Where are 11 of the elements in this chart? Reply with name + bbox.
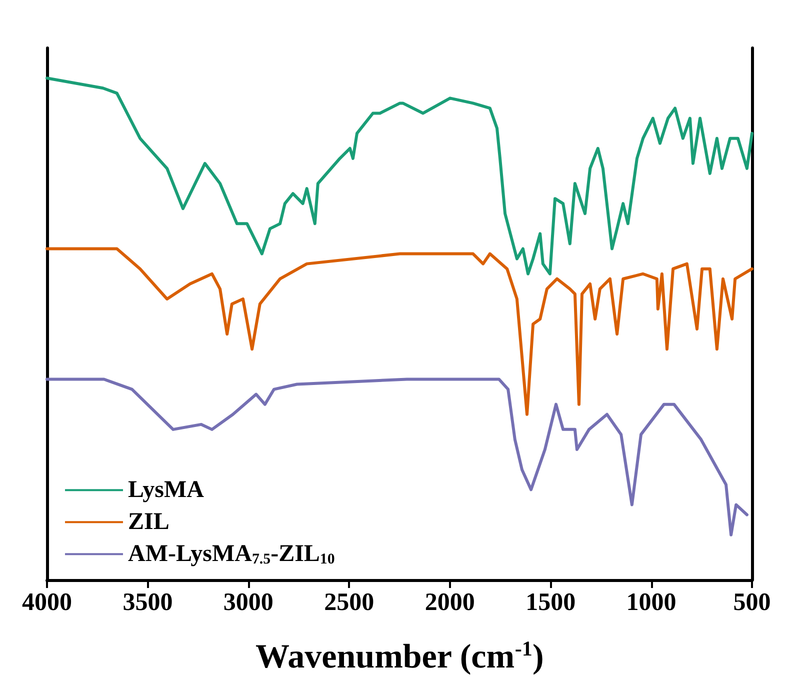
x-tick-label: 2500 [324, 589, 374, 616]
x-tick-label: 3000 [223, 589, 274, 616]
legend-label: ZIL [128, 509, 170, 536]
legend-label: LysMA [128, 477, 205, 504]
x-tick-label: 500 [733, 589, 771, 616]
x-tick-label: 2000 [424, 589, 475, 616]
x-tick-label: 4000 [22, 589, 72, 616]
x-tick-label: 1000 [626, 589, 676, 616]
x-tick-label: 1500 [526, 589, 576, 616]
x-tick-label: 3500 [122, 589, 173, 616]
legend-label: AM-LysMA7.5-ZIL10 [128, 541, 335, 568]
